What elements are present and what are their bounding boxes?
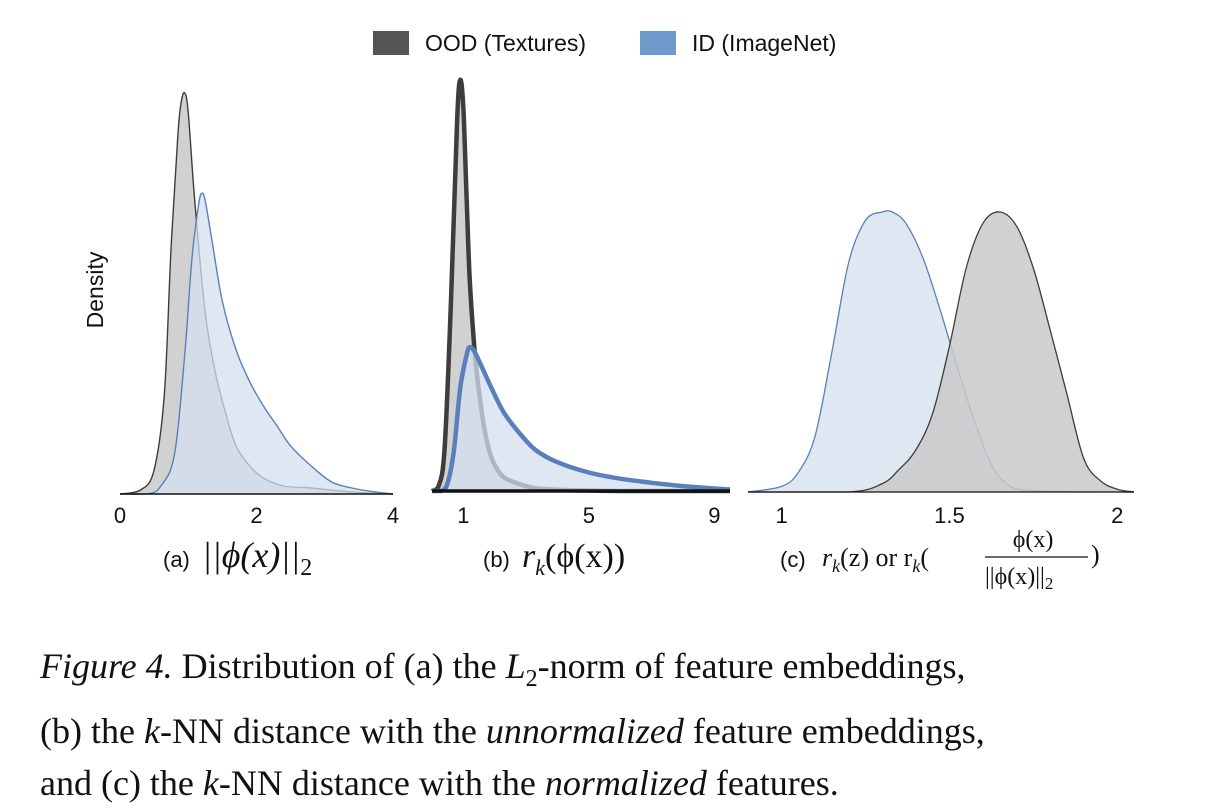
x-tick-label-a-2: 4 [387,503,399,528]
caption-text-1b: -norm of feature embeddings, [537,646,966,686]
subplot-b-math-sub: k [535,555,546,580]
density-line-ood-c [747,211,1135,493]
legend-swatch-ood [373,31,409,55]
subplot-b: 1 5 9 [430,77,731,528]
subplot-c-math-lparen: ( [920,543,929,572]
caption-normalized: normalized [544,763,707,804]
legend-label-ood: OOD (Textures) [425,30,586,56]
subplot-label-c: (c) rk(z) or rk( ϕ(x) ||ϕ(x)||2 ) [780,527,1100,593]
x-tick-label-a-0: 0 [114,503,126,528]
caption-text-3b: -NN distance with the [218,763,545,804]
x-tick-label-c-0: 1 [775,503,787,528]
subplot-c-frac-num: ϕ(x) [1013,527,1054,553]
x-tick-label-b-1: 5 [583,503,595,528]
caption-line-3: and (c) the k-NN distance with the norma… [40,757,1180,809]
subplot-c-math: rk(z) or rk( [822,543,929,576]
caption-text-2a: (b) the [40,711,144,752]
subplot-c-prefix: (c) [780,547,806,572]
caption-k-2: k [202,763,219,804]
subplot-a-math-main: ||ϕ(x)|| [202,535,300,575]
subplot-c-frac-den: ||ϕ(x)||2 [985,564,1053,593]
subplot-c-math-sub2: k [912,556,921,576]
caption-l2-sub: 2 [525,666,538,693]
subplot-c-math-rest: (z) or r [840,543,913,572]
density-line-id-b [431,344,731,494]
density-area-id-a [120,193,393,494]
density-area-ood-c [748,211,1134,493]
legend: OOD (Textures) ID (ImageNet) [373,30,836,56]
caption-text-1a: Distribution of (a) the [181,646,506,686]
caption-text-2c: feature embeddings, [683,711,985,752]
density-line-id-a [120,192,394,495]
legend-swatch-id [640,31,676,55]
caption-line-1: Figure 4. Distribution of (a) the L2-nor… [40,640,1180,705]
subplot-a: 0 2 4 [114,91,399,528]
subplot-c-math-sub: k [832,556,841,576]
subplot-label-a: (a) ||ϕ(x)||2 [163,535,312,581]
subplot-a-math: ||ϕ(x)||2 [202,535,312,581]
caption-line-2: (b) the k-NN distance with the unnormali… [40,705,1180,757]
caption-unnormalized: unnormalized [485,711,684,752]
density-area-id-c [748,210,1134,492]
subplot-a-math-sub: 2 [300,555,312,581]
caption-text-2b: -NN distance with the [159,711,486,752]
subplot-c-math-r: r [822,543,833,572]
figure-caption: Figure 4. Distribution of (a) the L2-nor… [40,640,1180,809]
subplot-b-math-r: r [522,538,536,575]
subplot-b-math: rk(ϕ(x)) [522,538,625,580]
caption-figure-label: Figure 4. [40,646,173,686]
caption-text-3a: and (c) the [40,763,203,804]
subplot-label-b: (b) rk(ϕ(x)) [483,538,625,580]
subplot-c-frac-den-main: ||ϕ(x)|| [985,564,1045,590]
figure: OOD (Textures) ID (ImageNet) Density 0 2 4… [82,30,1135,593]
subplot-c-frac-den-sub: 2 [1045,574,1054,593]
subplot-c-math-rparen: ) [1091,540,1100,569]
x-tick-label-b-2: 9 [708,503,720,528]
subplot-b-prefix: (b) [483,547,510,572]
y-axis-label: Density [82,251,108,328]
x-tick-label-c-2: 2 [1111,503,1123,528]
subplot-c: 1 1.5 2 [747,210,1135,528]
subplot-a-prefix: (a) [163,547,190,572]
caption-text-3c: features. [706,763,839,804]
legend-label-id: ID (ImageNet) [692,30,836,56]
x-tick-label-b-0: 1 [457,503,469,528]
density-area-id-b [432,346,730,491]
subplot-b-math-rest: (ϕ(x)) [545,538,625,575]
caption-l2-L: L [505,646,526,686]
caption-k-1: k [143,711,160,752]
x-tick-label-a-1: 2 [250,503,262,528]
x-tick-label-c-1: 1.5 [934,503,965,528]
